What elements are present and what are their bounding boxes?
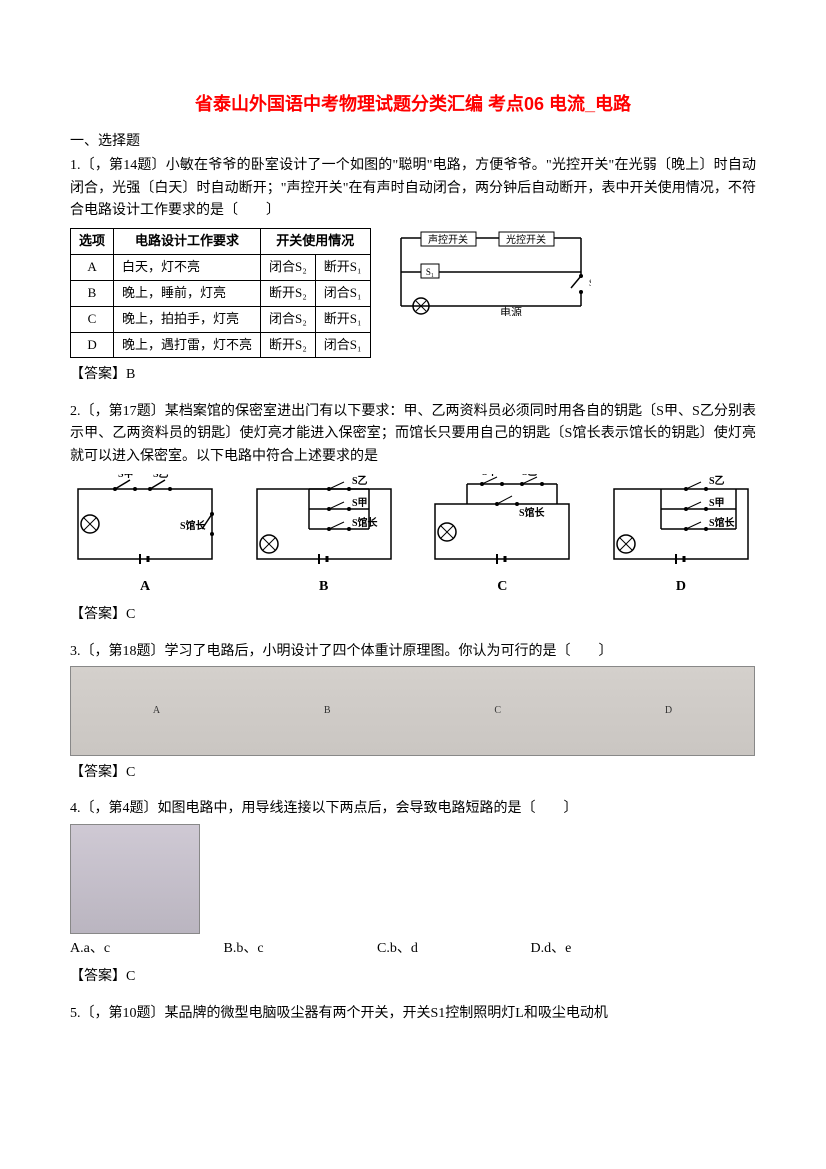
cell: 断开S₁	[315, 255, 370, 281]
q3-sub-c: C	[494, 703, 501, 719]
q3-answer: 【答案】C	[70, 762, 756, 784]
cell: 断开S₂	[261, 332, 316, 358]
cell: 断开S₂	[261, 280, 316, 306]
q2-label-b: B	[319, 576, 328, 598]
svg-text:S馆长: S馆长	[519, 506, 546, 519]
svg-text:S甲: S甲	[118, 474, 134, 480]
cell: 闭合S₂	[261, 255, 316, 281]
cell: B	[71, 280, 114, 306]
q3-sub-a: A	[153, 703, 160, 719]
q4-opt-d: D.d、e	[531, 938, 681, 960]
q2-circuit-c: S甲 S乙 S馆长	[427, 474, 577, 574]
q1-content-row: 选项 电路设计工作要求 开关使用情况 A 白天，灯不亮 闭合S₂ 断开S₁ B …	[70, 228, 756, 358]
q2-label-a: A	[140, 576, 150, 598]
q4-options: A.a、c B.b、c C.b、d D.d、e	[70, 938, 756, 960]
q2-label-c: C	[497, 576, 507, 598]
q2-diagrams: S甲 S乙 S馆长 A S乙 S甲 S馆长	[70, 474, 756, 598]
svg-text:S馆长: S馆长	[352, 516, 379, 529]
q3-stem: 3.〔，第18题〕学习了电路后，小明设计了四个体重计原理图。你认为可行的是〔 〕	[70, 641, 756, 663]
light-switch-label: 光控开关	[506, 233, 546, 246]
q1-th0: 选项	[71, 229, 114, 255]
table-row: C 晚上，拍拍手，灯亮 闭合S₂ 断开S₁	[71, 306, 371, 332]
q3-sub-b: B	[324, 703, 331, 719]
cell: A	[71, 255, 114, 281]
q4-circuit-image	[70, 824, 200, 934]
q2-circuit-b: S乙 S甲 S馆长	[249, 474, 399, 574]
svg-text:S甲: S甲	[352, 497, 368, 509]
q3-sub-d: D	[665, 703, 672, 719]
q2-stem: 2.〔，第17题〕某档案馆的保密室进出门有以下要求：甲、乙两资料员必须同时用各自…	[70, 401, 756, 468]
q1-circuit-diagram: 声控开关 光控开关 S₁ 电源 S₂	[391, 228, 591, 316]
cell: 白天，灯不亮	[114, 255, 261, 281]
cell: 闭合S₂	[261, 306, 316, 332]
svg-text:S乙: S乙	[352, 475, 368, 487]
cell: 断开S₁	[315, 306, 370, 332]
cell: 晚上，睡前，灯亮	[114, 280, 261, 306]
q4-opt-a: A.a、c	[70, 938, 220, 960]
q5-stem: 5.〔，第10题〕某品牌的微型电脑吸尘器有两个开关，开关S1控制照明灯L和吸尘电…	[70, 1003, 756, 1025]
cell: 晚上，拍拍手，灯亮	[114, 306, 261, 332]
cell: C	[71, 306, 114, 332]
q2-circuit-a: S甲 S乙 S馆长	[70, 474, 220, 574]
q1-th1: 电路设计工作要求	[114, 229, 261, 255]
q4-answer: 【答案】C	[70, 966, 756, 988]
table-row: B 晚上，睡前，灯亮 断开S₂ 闭合S₁	[71, 280, 371, 306]
q1-th2: 开关使用情况	[261, 229, 371, 255]
svg-text:S乙: S乙	[709, 475, 725, 487]
cell: 闭合S₁	[315, 280, 370, 306]
svg-text:S乙: S乙	[153, 474, 169, 480]
svg-text:S馆长: S馆长	[709, 516, 736, 529]
q4-opt-c: C.b、d	[377, 938, 527, 960]
svg-text:S乙: S乙	[522, 474, 538, 478]
table-row: D 晚上，遇打雷，灯不亮 断开S₂ 闭合S₁	[71, 332, 371, 358]
cell: 晚上，遇打雷，灯不亮	[114, 332, 261, 358]
q1-stem: 1.〔，第14题〕小敏在爷爷的卧室设计了一个如图的"聪明"电路，方便爷爷。"光控…	[70, 155, 756, 222]
svg-text:S甲: S甲	[482, 474, 498, 478]
power-label: 电源	[500, 305, 522, 316]
q1-table: 选项 电路设计工作要求 开关使用情况 A 白天，灯不亮 闭合S₂ 断开S₁ B …	[70, 228, 371, 358]
cell: D	[71, 332, 114, 358]
table-row: A 白天，灯不亮 闭合S₂ 断开S₁	[71, 255, 371, 281]
section-heading: 一、选择题	[70, 131, 756, 153]
q2-label-d: D	[676, 576, 686, 598]
q2-circuit-d: S乙 S甲 S馆长	[606, 474, 756, 574]
q4-stem: 4.〔，第4题〕如图电路中，用导线连接以下两点后，会导致电路短路的是〔 〕	[70, 798, 756, 820]
cell: 闭合S₁	[315, 332, 370, 358]
page-title: 省泰山外国语中考物理试题分类汇编 考点06 电流_电路	[70, 90, 756, 119]
svg-text:S₁: S₁	[425, 267, 433, 277]
sound-switch-label: 声控开关	[428, 233, 468, 246]
svg-text:S₂: S₂	[589, 278, 591, 288]
q2-answer: 【答案】C	[70, 604, 756, 626]
q3-diagram-strip: A B C D	[70, 666, 755, 756]
svg-text:S馆长: S馆长	[180, 519, 207, 532]
q4-opt-b: B.b、c	[224, 938, 374, 960]
svg-text:S甲: S甲	[709, 497, 725, 509]
q1-answer: 【答案】B	[70, 364, 756, 386]
